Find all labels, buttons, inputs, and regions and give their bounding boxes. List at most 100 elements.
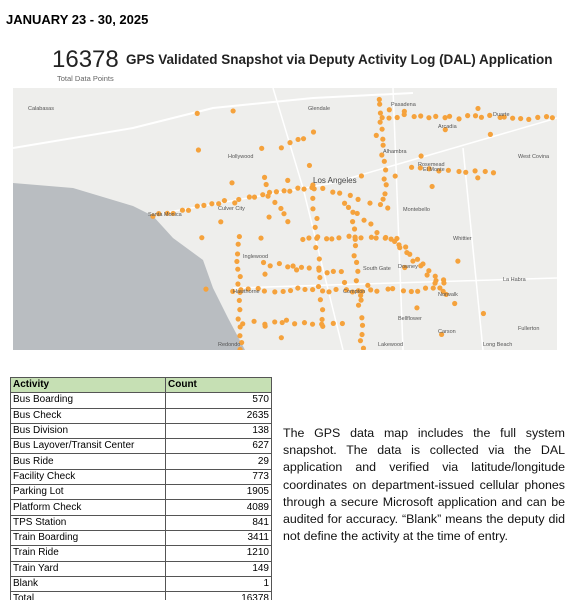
- map-point: [417, 165, 423, 171]
- place-label: Compton: [343, 289, 365, 295]
- map-point: [237, 333, 243, 339]
- map-point: [410, 258, 416, 264]
- map-point: [353, 278, 359, 284]
- map-point: [373, 235, 379, 241]
- activity-cell: Train Ride: [10, 545, 166, 562]
- place-label: Whittier: [453, 236, 472, 242]
- place-label: Bellflower: [398, 316, 422, 322]
- map-point: [385, 286, 391, 292]
- map-point: [352, 234, 358, 240]
- map-point: [418, 263, 424, 269]
- map-point: [263, 181, 269, 188]
- map-point: [377, 101, 383, 107]
- map-point: [281, 188, 287, 194]
- map-point: [239, 339, 245, 346]
- place-label: Redondo: [218, 342, 240, 348]
- map-point: [326, 289, 332, 295]
- map-point: [266, 214, 272, 220]
- map-point: [475, 105, 481, 112]
- map-point: [487, 112, 493, 118]
- map-point: [310, 206, 316, 212]
- map-point: [355, 268, 361, 274]
- map-point: [298, 264, 305, 270]
- map-point: [549, 115, 555, 121]
- map-point: [414, 305, 420, 311]
- map-point: [358, 297, 364, 303]
- map-point: [403, 244, 409, 250]
- map-point: [414, 256, 421, 262]
- map-point: [386, 107, 392, 113]
- map-point: [353, 259, 360, 265]
- map-point: [292, 321, 298, 327]
- map-point: [526, 116, 532, 122]
- map-point: [306, 235, 312, 241]
- map-point: [396, 242, 402, 248]
- header-cell: Count: [165, 376, 272, 394]
- table-row: Train Yard 149: [10, 560, 272, 577]
- map-point: [377, 201, 384, 208]
- map-point: [443, 291, 449, 298]
- map-point: [295, 185, 301, 191]
- map-point: [430, 285, 436, 291]
- map-point: [383, 167, 389, 173]
- place-label: Hawthorne: [233, 289, 260, 295]
- place-label: Norwalk: [438, 292, 458, 298]
- map-point: [301, 186, 307, 192]
- map-point: [440, 277, 447, 283]
- map-point: [235, 266, 241, 272]
- activity-table: Activity Count Bus Boarding 570 Bus Check 263…: [10, 376, 272, 600]
- map-point: [234, 251, 241, 257]
- map-point: [261, 174, 268, 180]
- map-point: [408, 164, 415, 170]
- map-point: [408, 288, 414, 295]
- place-label: Lakewood: [378, 342, 403, 348]
- map-point: [355, 196, 361, 202]
- table-row: Bus Boarding 570: [10, 392, 272, 409]
- map-point: [258, 235, 264, 241]
- map-point: [313, 244, 319, 251]
- map-point: [352, 243, 359, 249]
- map-point: [295, 136, 301, 143]
- map-point: [351, 253, 357, 259]
- map-point: [285, 264, 291, 270]
- count-cell: 138: [165, 422, 272, 440]
- note: The GPS data map includes the full syste…: [283, 426, 565, 544]
- map-point: [194, 110, 200, 116]
- count-cell: 841: [165, 514, 272, 531]
- table-row: Bus Division 138: [10, 422, 272, 440]
- map-point: [339, 320, 345, 327]
- map-point: [437, 285, 443, 291]
- count-cell: 16378: [165, 591, 272, 600]
- place-label: Montebello: [403, 207, 430, 213]
- map-point: [216, 201, 222, 207]
- map-point: [361, 217, 367, 223]
- map-point: [400, 288, 407, 294]
- map-point: [351, 226, 358, 232]
- map-point: [368, 234, 374, 240]
- map-point: [426, 115, 432, 121]
- map-point: [401, 108, 407, 114]
- count-cell: 1: [165, 575, 272, 593]
- map-point: [358, 235, 364, 241]
- map-point: [445, 167, 451, 173]
- map-point: [452, 300, 458, 307]
- activity-cell: Facility Check: [10, 468, 166, 486]
- map-point: [411, 113, 417, 120]
- map-point: [179, 207, 186, 213]
- activity-cell: Bus Boarding: [10, 392, 166, 409]
- map-point: [377, 119, 383, 125]
- map-point: [267, 263, 273, 269]
- map-point: [377, 110, 384, 116]
- place-label: Rosemead: [418, 162, 445, 168]
- map-point: [295, 285, 301, 291]
- map-point: [376, 96, 382, 103]
- map-labels: Glendale Pasadena Arcadia Alhambra RosemeadE…: [28, 102, 550, 348]
- map-point: [418, 113, 424, 119]
- map-point: [324, 270, 330, 276]
- map-point: [433, 113, 439, 120]
- map-point: [394, 114, 400, 121]
- map-point: [276, 260, 282, 267]
- map-point: [234, 258, 240, 265]
- table-row: Train Ride 1210: [10, 545, 272, 562]
- map-point: [317, 274, 323, 281]
